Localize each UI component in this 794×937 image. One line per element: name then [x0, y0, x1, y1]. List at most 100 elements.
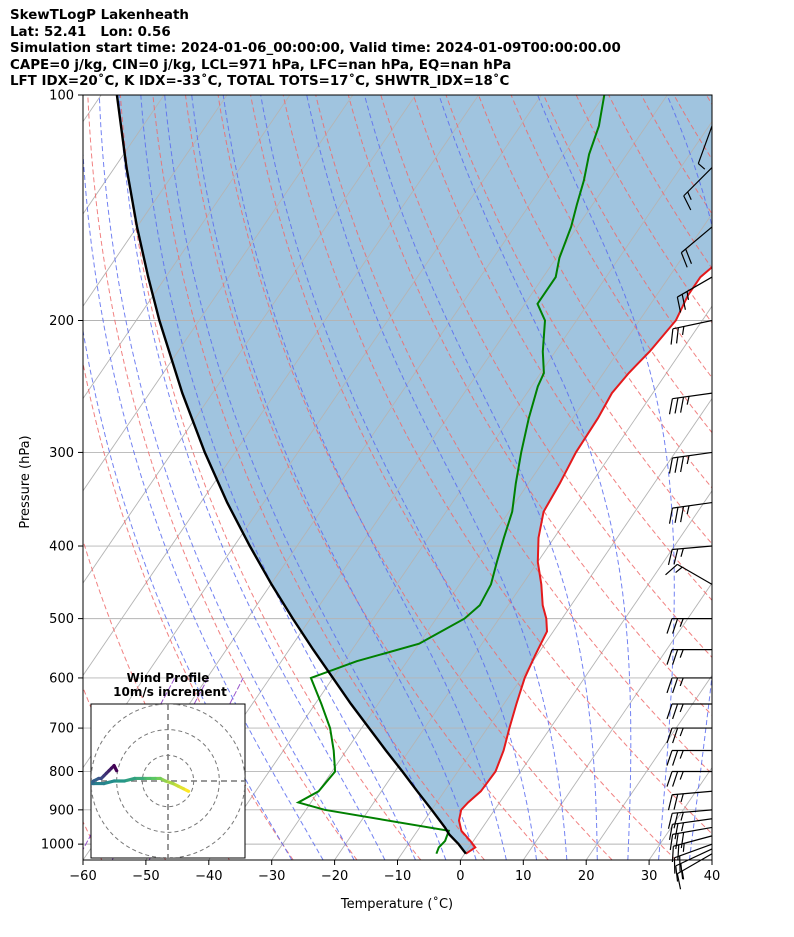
cape-area: [116, 95, 712, 854]
isotherm-line: [460, 490, 712, 860]
hodograph-title-line-1: Wind Profile: [127, 671, 210, 685]
dry-adiabat: [282, 95, 712, 835]
y-tick-label: 700: [49, 722, 74, 737]
x-tick-label: 0: [456, 869, 464, 884]
title-line-2: Lat: 52.41 Lon: 0.56: [10, 24, 171, 40]
dry-adiabat: [83, 360, 294, 860]
moist-adiabat: [752, 95, 794, 860]
y-tick-label: 1000: [41, 838, 74, 853]
moist-adiabat: [222, 95, 507, 860]
dry-adiabat: [315, 95, 712, 775]
dry-adiabat: [412, 95, 712, 601]
y-tick-label: 500: [49, 612, 74, 627]
y-tick-labels: 100 200 300 400 500 600 700 800 900 1000: [41, 89, 74, 853]
x-tick-label: −20: [321, 869, 348, 884]
dry-adiabat: [119, 95, 422, 860]
wind-barb: [673, 843, 713, 874]
dry-adiabat: [705, 95, 712, 106]
wind-barb: [676, 276, 713, 313]
parcel-line: [115, 95, 467, 855]
dry-adiabat: [152, 95, 485, 860]
isotherm-line: [83, 95, 291, 400]
wind-barb: [666, 618, 712, 634]
hodograph-title-line-2: 10m/s increment: [113, 685, 227, 699]
wind-barb: [671, 835, 713, 863]
dry-adiabat: [772, 95, 794, 860]
isotherm-line: [585, 674, 712, 860]
wind-barb: [666, 770, 712, 787]
wind-barb: [697, 125, 713, 170]
y-tick-label: 900: [49, 803, 74, 818]
wind-barb: [668, 818, 713, 840]
x-tick-label: 30: [641, 869, 658, 884]
sounding-series: [115, 95, 712, 855]
wind-barb: [666, 749, 712, 766]
wind-barb: [670, 319, 713, 345]
y-tick-label: 400: [49, 540, 74, 555]
isotherm-line: [83, 95, 479, 677]
title-line-3: Simulation start time: 2024-01-06_00:00:…: [10, 41, 621, 57]
x-tick-label: 40: [704, 869, 721, 884]
wind-barb: [666, 649, 712, 665]
moist-adiabat: [438, 95, 632, 860]
dry-adiabat: [380, 95, 712, 659]
x-tick-label: 20: [578, 869, 595, 884]
hodograph-segment: [112, 763, 119, 773]
x-tick-label: −50: [132, 869, 159, 884]
hodograph-segment: [122, 776, 137, 783]
y-tick-label: 600: [49, 671, 74, 686]
moist-adiabat: [83, 327, 293, 860]
x-tick-label: −10: [384, 869, 411, 884]
moist-adiabat: [191, 95, 477, 860]
title-line-5: LFT IDX=20˚C, K IDX=-33˚C, TOTAL TOTS=17…: [10, 74, 510, 90]
y-axis-label: Pressure (hPa): [18, 435, 33, 528]
wind-barb: [668, 501, 713, 524]
isotherm-line: [83, 95, 354, 492]
x-tick-label: 10: [515, 869, 532, 884]
dry-adiabat: [739, 95, 794, 860]
x-tick-label: −40: [195, 869, 222, 884]
isotherm-line: [83, 95, 228, 308]
wind-barb: [675, 848, 713, 882]
dry-adiabat: [83, 820, 103, 860]
dry-adiabats: [83, 95, 794, 860]
moist-adiabat: [140, 95, 416, 860]
wind-barb: [665, 563, 713, 585]
dry-adiabat: [217, 95, 613, 860]
x-tick-labels: −60 −50 −40 −30 −20 −10 0 10 20 30 40: [69, 869, 720, 884]
y-tick-label: 300: [49, 446, 74, 461]
isotherm-line: [334, 305, 712, 860]
isotherm-line: [522, 582, 712, 860]
temperature-line: [457, 265, 712, 855]
dry-adiabat: [347, 95, 712, 716]
x-tick-label: −60: [69, 869, 96, 884]
parcel-environment-fill: [116, 95, 712, 854]
isotherm-line: [711, 859, 712, 860]
wind-barb: [667, 790, 713, 811]
isotherm-line: [208, 120, 712, 860]
hodograph-segment: [102, 779, 116, 786]
y-tick-label: 800: [49, 765, 74, 780]
wind-barb: [683, 167, 713, 211]
wind-barb: [666, 703, 712, 720]
dewpoint-line: [295, 95, 606, 855]
x-axis-label: Temperature (˚C): [340, 896, 453, 912]
moist-adiabat: [260, 95, 538, 860]
wind-barb: [667, 809, 713, 829]
wind-barb: [669, 826, 713, 851]
chart-header: SkewTLogP Lakenheath Lat: 52.41 Lon: 0.5…: [10, 8, 621, 91]
moist-adiabat: [364, 95, 598, 860]
dry-adiabat: [87, 95, 358, 860]
wind-barb: [666, 727, 712, 744]
moist-adiabat: [720, 95, 794, 860]
isotherm-line: [83, 95, 417, 584]
isotherm-line: [271, 213, 712, 860]
axis-ticks: [78, 94, 713, 865]
y-tick-label: 100: [49, 89, 74, 104]
x-tick-label: −30: [258, 869, 285, 884]
wind-barb: [668, 451, 713, 474]
wind-barb: [666, 677, 712, 694]
moist-adiabat: [98, 95, 355, 860]
wind-barbs: [665, 125, 713, 890]
